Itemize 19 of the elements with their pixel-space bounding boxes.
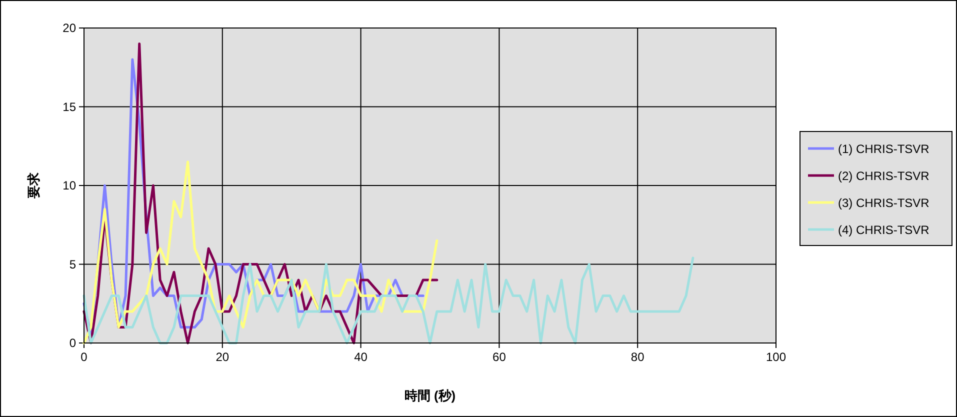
x-tick-label: 60	[492, 350, 506, 364]
x-tick-label: 80	[630, 350, 645, 364]
x-tick-label: 40	[354, 350, 368, 364]
line-series	[82, 160, 438, 344]
x-tick-label: 100	[766, 350, 786, 364]
line-series	[82, 256, 694, 344]
legend-label: (3) CHRIS-TSVR	[838, 196, 930, 210]
legend-label: (2) CHRIS-TSVR	[838, 169, 930, 183]
y-tick-label: 10	[62, 178, 76, 192]
legend-label: (1) CHRIS-TSVR	[838, 142, 930, 156]
y-tick-label: 5	[69, 257, 76, 272]
y-axis-title: 要求	[26, 172, 41, 200]
legend-label: (4) CHRIS-TSVR	[838, 223, 930, 237]
x-axis-title: 時間 (秒)	[404, 388, 456, 403]
x-tick-label: 0	[80, 350, 88, 364]
y-tick-label: 0	[69, 336, 76, 350]
y-tick-label: 20	[62, 21, 76, 35]
x-tick-label: 20	[216, 350, 230, 364]
y-tick-label: 15	[62, 100, 76, 114]
